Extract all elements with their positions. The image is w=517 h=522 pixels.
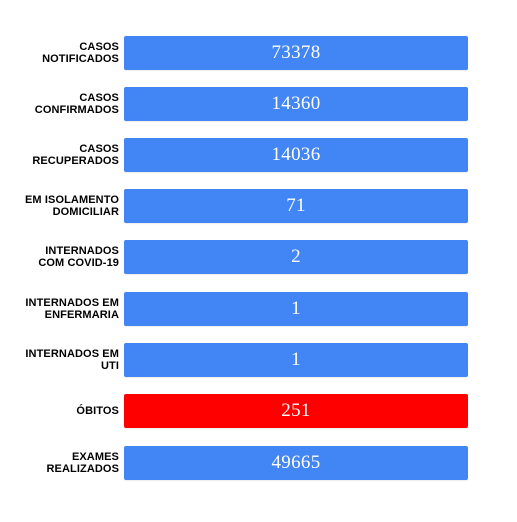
stat-bar: 71 — [124, 189, 468, 223]
stat-value: 1 — [291, 349, 301, 370]
stat-value: 251 — [281, 400, 311, 421]
stat-bar: 14036 — [124, 138, 468, 172]
stat-row-exames-realizados: EXAMES REALIZADOS 49665 — [0, 446, 517, 480]
stat-label: CASOS RECUPERADOS — [32, 143, 119, 167]
stat-bar: 1 — [124, 343, 468, 377]
stat-label: CASOS CONFIRMADOS — [34, 92, 119, 116]
stat-bar: 251 — [124, 394, 468, 428]
stat-value: 73378 — [271, 42, 321, 63]
stat-bar: 73378 — [124, 36, 468, 70]
stat-label: EM ISOLAMENTO DOMICILIAR — [25, 194, 119, 218]
stat-row-casos-confirmados: CASOS CONFIRMADOS 14360 — [0, 87, 517, 121]
stat-label: INTERNADOS COM COVID-19 — [38, 245, 119, 269]
stat-row-casos-notificados: CASOS NOTIFICADOS 73378 — [0, 36, 517, 70]
stat-value: 14036 — [271, 144, 321, 165]
stat-row-obitos: ÓBITOS 251 — [0, 394, 517, 428]
stat-bar: 49665 — [124, 446, 468, 480]
stat-label: CASOS NOTIFICADOS — [42, 41, 119, 65]
stat-value: 49665 — [271, 452, 321, 473]
stat-row-internados-enfermaria: INTERNADOS EM ENFERMARIA 1 — [0, 292, 517, 326]
stat-bar: 14360 — [124, 87, 468, 121]
stat-row-internados-covid: INTERNADOS COM COVID-19 2 — [0, 240, 517, 274]
stat-value: 14360 — [271, 93, 321, 114]
stat-bar: 1 — [124, 292, 468, 326]
stat-value: 2 — [291, 246, 301, 267]
stat-value: 71 — [286, 195, 306, 216]
stat-row-internados-uti: INTERNADOS EM UTI 1 — [0, 343, 517, 377]
stat-row-isolamento-domiciliar: EM ISOLAMENTO DOMICILIAR 71 — [0, 189, 517, 223]
stat-label: INTERNADOS EM ENFERMARIA — [25, 297, 119, 321]
stat-label: INTERNADOS EM UTI — [25, 348, 119, 372]
stat-value: 1 — [291, 298, 301, 319]
stat-label: EXAMES REALIZADOS — [46, 451, 119, 475]
stat-bar: 2 — [124, 240, 468, 274]
stat-row-casos-recuperados: CASOS RECUPERADOS 14036 — [0, 138, 517, 172]
stat-label: ÓBITOS — [76, 405, 119, 417]
